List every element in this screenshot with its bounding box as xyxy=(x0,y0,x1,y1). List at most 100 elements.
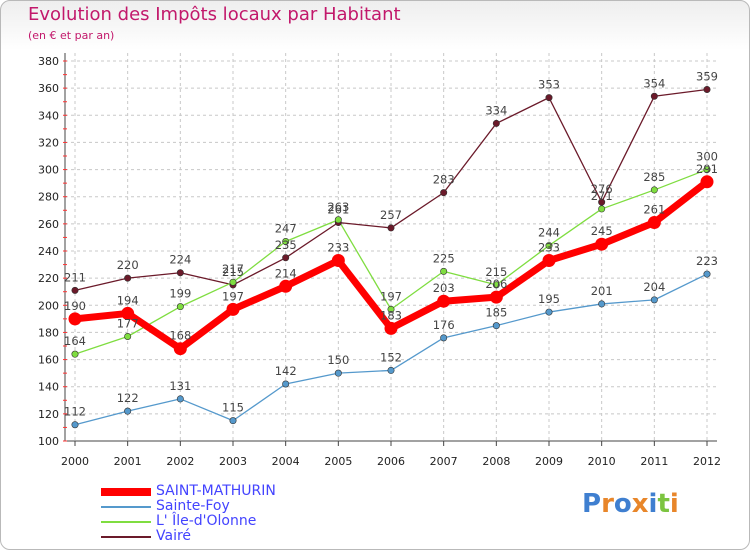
data-label: 197 xyxy=(222,289,244,303)
x-tick-label: 2004 xyxy=(272,455,300,468)
data-label: 276 xyxy=(591,182,613,196)
y-tick-label: 140 xyxy=(38,381,59,394)
data-label: 235 xyxy=(275,238,297,252)
data-point xyxy=(124,274,132,282)
data-point xyxy=(598,300,606,308)
data-label: 223 xyxy=(696,254,718,268)
data-label: 353 xyxy=(538,78,560,92)
data-label: 142 xyxy=(275,364,297,378)
data-label: 177 xyxy=(117,317,139,331)
data-label: 233 xyxy=(538,241,560,255)
x-tick-label: 2003 xyxy=(219,455,247,468)
data-point xyxy=(173,342,187,356)
data-point xyxy=(492,119,500,127)
data-point xyxy=(542,254,556,267)
y-tick-label: 120 xyxy=(38,408,59,421)
x-tick-label: 2000 xyxy=(61,455,89,468)
legend-label: L' Île-d'Olonne xyxy=(156,513,257,529)
data-label: 150 xyxy=(327,353,349,367)
x-tick-label: 2010 xyxy=(588,455,616,468)
data-label: 199 xyxy=(169,287,191,301)
data-point xyxy=(489,290,503,304)
data-label: 271 xyxy=(591,189,613,203)
data-label: 204 xyxy=(643,280,665,294)
data-point xyxy=(595,237,609,251)
x-tick-label: 2006 xyxy=(377,455,405,468)
data-label: 176 xyxy=(433,318,455,332)
data-label: 195 xyxy=(538,292,560,306)
y-tick-label: 380 xyxy=(38,55,59,68)
y-tick-label: 160 xyxy=(38,354,59,367)
data-point xyxy=(650,92,658,100)
data-label: 244 xyxy=(538,226,560,240)
data-point xyxy=(545,242,553,250)
data-point xyxy=(124,332,132,340)
x-tick-label: 2011 xyxy=(640,455,668,468)
logo-letter: P xyxy=(582,489,602,519)
chart-title: Evolution des Impôts locaux par Habitant xyxy=(28,4,401,25)
data-point xyxy=(282,254,290,262)
logo-letter: r xyxy=(601,489,614,519)
x-tick-label: 2001 xyxy=(114,455,142,468)
data-point xyxy=(121,306,135,320)
x-tick-label: 2002 xyxy=(166,455,194,468)
data-point xyxy=(650,296,658,304)
y-tick-label: 200 xyxy=(38,299,59,312)
x-tick-label: 2008 xyxy=(482,455,510,468)
data-label: 300 xyxy=(696,150,718,164)
data-label: 185 xyxy=(485,306,507,320)
data-point xyxy=(440,267,448,275)
legend-swatch xyxy=(101,536,151,538)
data-label: 122 xyxy=(117,391,139,405)
y-tick-label: 260 xyxy=(38,218,59,231)
data-point xyxy=(334,216,342,224)
data-label: 224 xyxy=(169,253,191,267)
legend-label: Vairé xyxy=(156,528,192,544)
data-point xyxy=(71,421,79,429)
data-label: 152 xyxy=(380,350,402,364)
logo-letter: i xyxy=(669,489,679,519)
proxiti-logo: Proxiti xyxy=(582,489,679,519)
data-label: 203 xyxy=(433,281,455,295)
data-label: 164 xyxy=(64,334,86,348)
y-tick-label: 360 xyxy=(38,82,59,95)
data-point xyxy=(598,198,606,206)
data-point xyxy=(279,279,293,293)
data-point xyxy=(384,321,398,335)
data-label: 233 xyxy=(327,241,349,255)
data-point xyxy=(282,380,290,388)
y-tick-label: 220 xyxy=(38,272,59,285)
data-label: 354 xyxy=(643,76,665,90)
y-tick-label: 100 xyxy=(38,435,59,448)
data-point xyxy=(700,175,714,189)
data-label: 261 xyxy=(327,203,349,217)
legend-swatch xyxy=(101,521,151,523)
data-label: 214 xyxy=(275,266,297,280)
logo-letter: i xyxy=(648,489,658,519)
data-point xyxy=(71,286,79,294)
data-label: 359 xyxy=(696,70,718,84)
legend-label: SAINT-MATHURIN xyxy=(156,483,276,499)
data-point xyxy=(440,334,448,342)
data-point xyxy=(387,224,395,232)
data-point xyxy=(176,303,184,311)
data-point xyxy=(68,312,82,326)
data-point xyxy=(226,302,240,316)
data-label: 112 xyxy=(64,405,86,419)
data-point xyxy=(545,94,553,102)
data-point xyxy=(647,216,661,229)
logo-letter: x xyxy=(631,489,649,519)
logo-letter: t xyxy=(657,489,670,519)
data-label: 211 xyxy=(64,270,86,284)
data-label: 245 xyxy=(591,224,613,238)
data-label: 257 xyxy=(380,208,402,222)
data-label: 261 xyxy=(643,203,665,217)
legend-swatch xyxy=(101,506,151,508)
data-label: 131 xyxy=(169,379,191,393)
data-label: 217 xyxy=(222,262,244,276)
data-point xyxy=(229,278,237,286)
data-point xyxy=(387,305,395,313)
y-tick-label: 240 xyxy=(38,245,59,258)
